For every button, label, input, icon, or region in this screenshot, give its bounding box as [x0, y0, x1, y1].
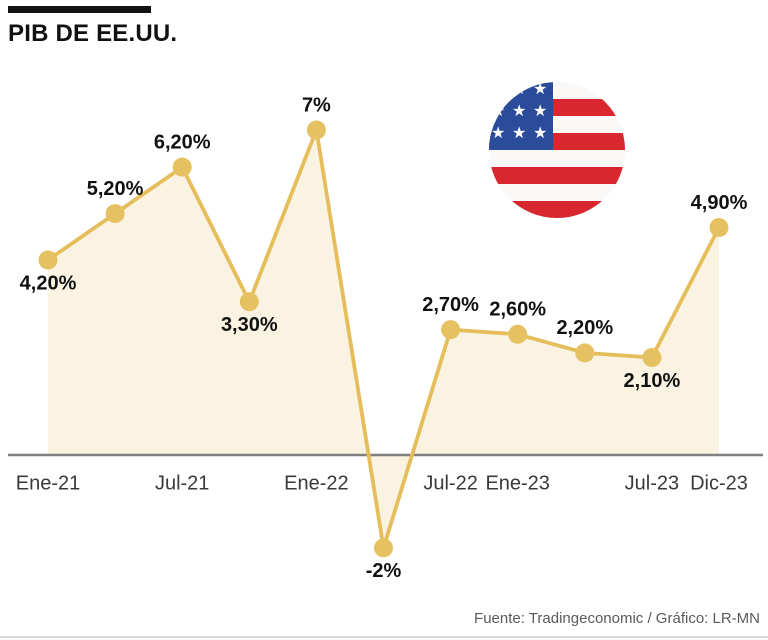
data-point-marker — [441, 320, 461, 340]
x-tick-label: Ene-21 — [16, 472, 81, 494]
x-tick-label: Ene-22 — [284, 472, 349, 494]
source-credit: Fuente: Tradingeconomic / Gráfico: LR-MN — [474, 610, 760, 627]
data-point-label: 2,20% — [556, 317, 613, 339]
title-accent-bar — [8, 6, 151, 13]
data-point-marker — [172, 157, 192, 177]
data-point-marker — [105, 204, 125, 224]
flag-star-icon: ★ — [512, 103, 527, 120]
data-point-marker — [575, 343, 595, 363]
data-point-label: 2,10% — [624, 370, 681, 392]
data-point-marker — [239, 292, 259, 312]
data-point-marker — [642, 347, 662, 367]
data-point-label: 5,20% — [87, 178, 144, 200]
data-point-marker — [508, 324, 528, 344]
flag-star-icon: ★ — [533, 125, 548, 142]
x-tick-label: Jul-23 — [625, 472, 679, 494]
flag-star-icon: ★ — [533, 82, 548, 98]
data-point-label: 4,90% — [691, 192, 748, 214]
flag-star-icon: ★ — [491, 82, 506, 98]
data-point-marker — [306, 120, 326, 140]
data-point-marker — [38, 250, 58, 270]
data-point-label: 2,70% — [422, 294, 479, 316]
flag-star-icon: ★ — [491, 103, 506, 120]
us-flag-icon: ★ ★ ★ ★ ★ ★ ★ ★ ★ — [489, 82, 625, 218]
data-point-label: 6,20% — [154, 131, 211, 153]
x-tick-label: Dic-23 — [690, 472, 748, 494]
data-point-label: 4,20% — [20, 272, 77, 294]
x-tick-labels: Ene-21 Jul-21 Ene-22 Jul-22 Ene-23 Jul-23 Dic-… — [16, 472, 748, 494]
data-point-label: 7% — [302, 94, 331, 116]
page-title: PIB DE EE.UU. — [8, 20, 178, 47]
flag-star-icon: ★ — [533, 103, 548, 120]
data-point-markers — [38, 120, 729, 558]
data-labels: 4,20% 5,20% 6,20% 3,30% 7% -2% 2,70% 2,60% 2,20%… — [20, 94, 748, 582]
flag-star-icon: ★ — [491, 125, 506, 142]
flag-star-icon: ★ — [512, 82, 527, 98]
data-point-label: -2% — [366, 560, 402, 582]
x-tick-label: Jul-21 — [155, 472, 209, 494]
flag-star-icon: ★ — [512, 125, 527, 142]
x-tick-label: Ene-23 — [485, 472, 550, 494]
data-point-marker — [374, 538, 393, 558]
flag-canton-icon: ★ ★ ★ ★ ★ ★ ★ ★ ★ — [489, 82, 553, 150]
data-point-label: 2,60% — [489, 299, 546, 321]
x-tick-label: Jul-22 — [423, 472, 477, 494]
data-point-label: 3,30% — [221, 314, 278, 336]
title-block: PIB DE EE.UU. — [8, 6, 177, 48]
bottom-divider — [0, 636, 768, 638]
data-point-marker — [709, 217, 729, 237]
